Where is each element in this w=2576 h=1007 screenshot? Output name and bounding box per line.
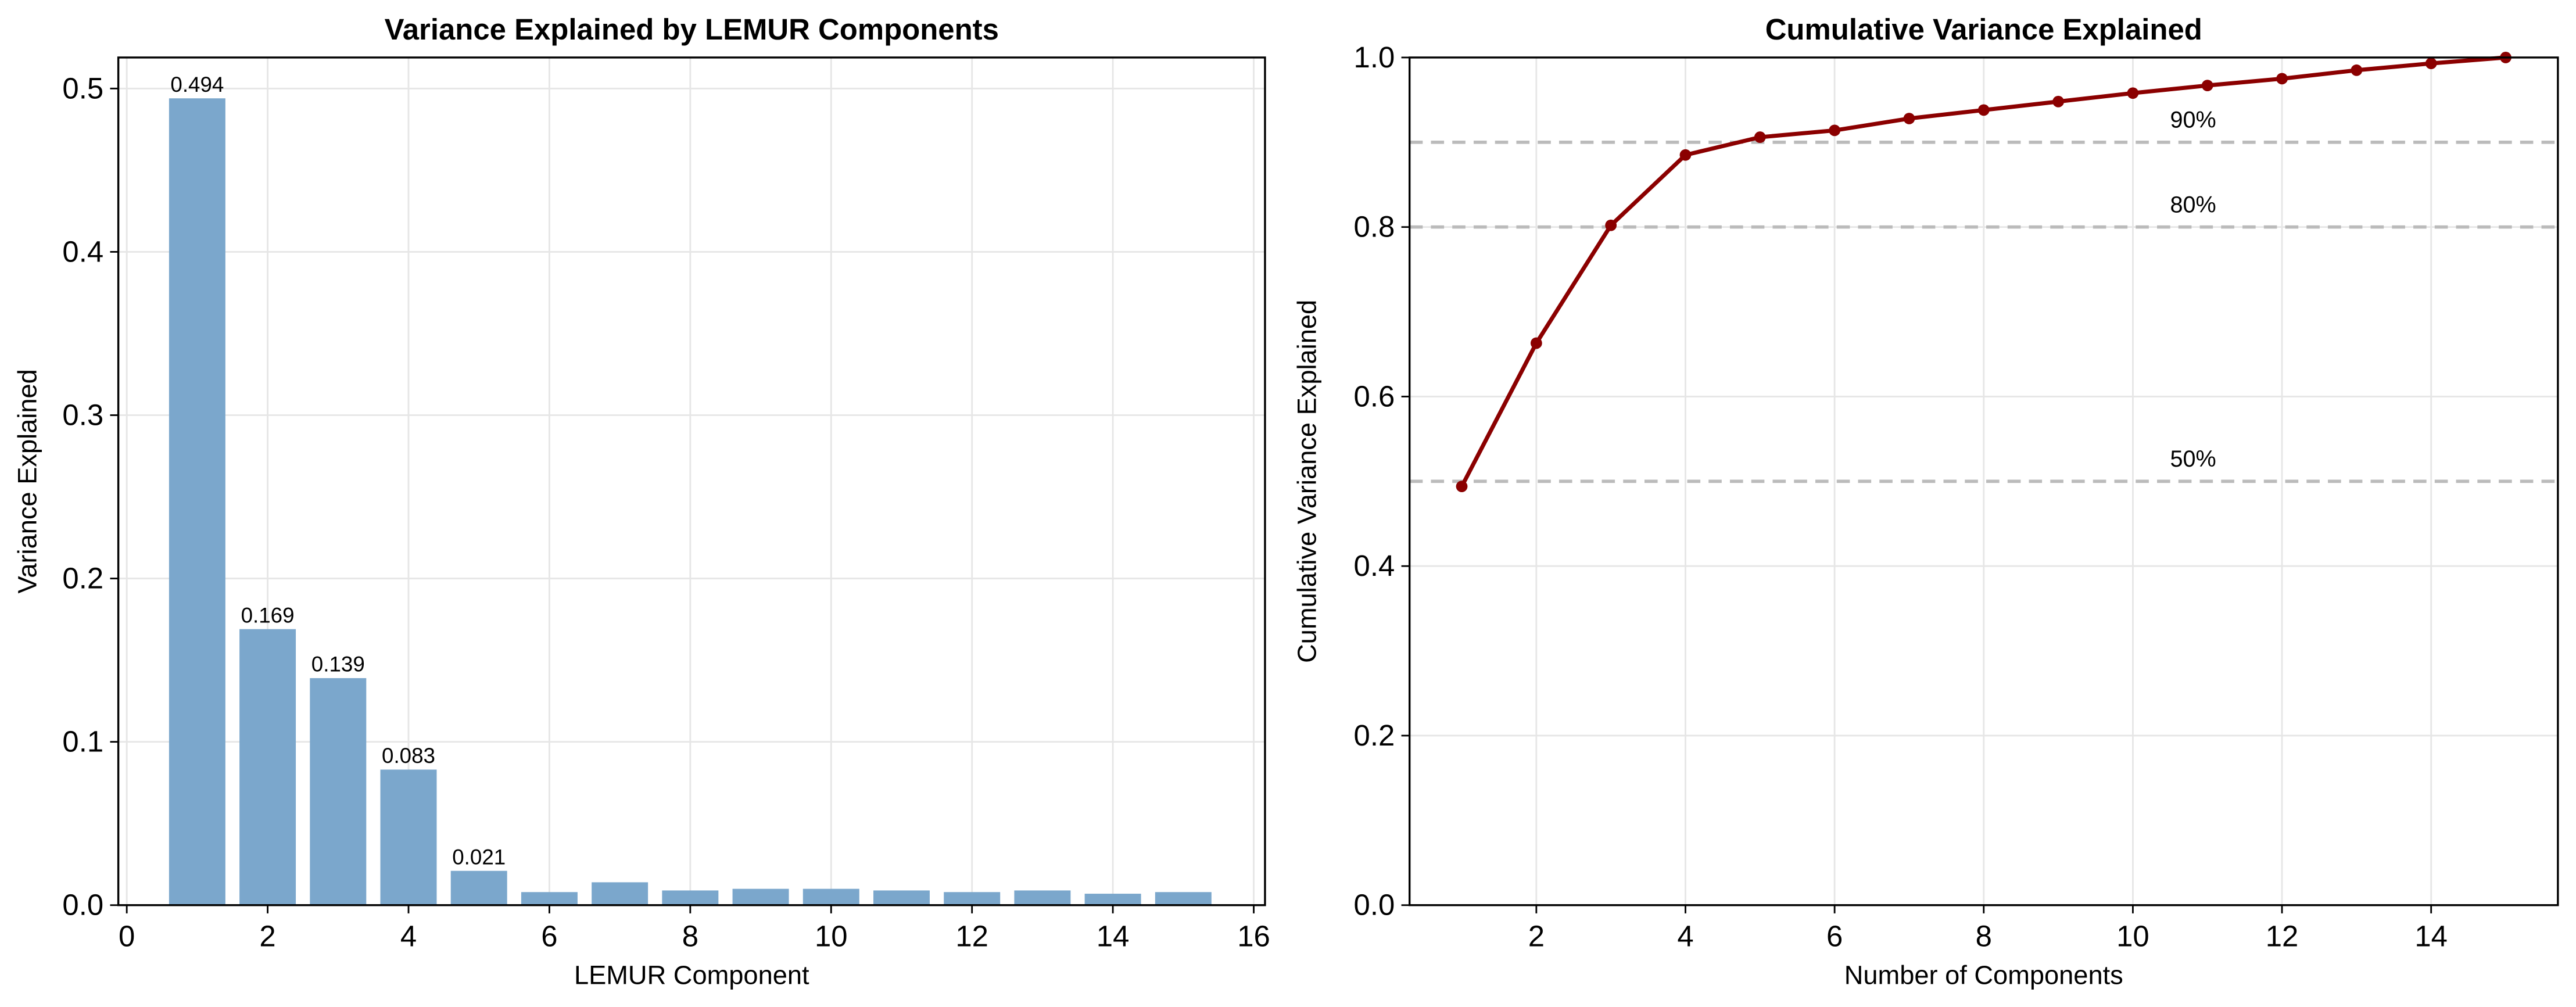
- bar: [1155, 892, 1212, 905]
- y-tick-label: 0.4: [1354, 549, 1395, 582]
- y-tick-label: 0.8: [1354, 210, 1395, 243]
- point: [2052, 95, 2064, 107]
- point: [2201, 80, 2213, 91]
- x-tick-label: 10: [815, 919, 848, 952]
- x-tick-label: 0: [119, 919, 135, 952]
- bar: [521, 892, 578, 905]
- y-tick-label: 0.1: [62, 725, 103, 758]
- x-tick-label: 12: [955, 919, 988, 952]
- point: [1977, 104, 1990, 116]
- bar: [239, 629, 296, 905]
- plot-frame: [117, 56, 1266, 906]
- x-tick-label: 2: [259, 919, 275, 952]
- reference-label: 90%: [2170, 107, 2216, 132]
- x-axis-label: Number of Components: [1844, 960, 2123, 990]
- x-tick-label: 4: [1677, 919, 1693, 952]
- x-tick-label: 12: [2266, 919, 2299, 952]
- x-tick-label: 10: [2116, 919, 2149, 952]
- value-label: 0.021: [452, 845, 506, 869]
- point: [1829, 124, 1841, 137]
- point: [1605, 219, 1617, 231]
- bar: [592, 882, 649, 905]
- x-tick-label: 14: [1097, 919, 1130, 952]
- bar: [944, 892, 1001, 905]
- x-axis-label: LEMUR Component: [574, 960, 809, 990]
- x-tick-label: 4: [400, 919, 417, 952]
- y-axis-label: Variance Explained: [12, 369, 42, 593]
- x-tick-label: 16: [1237, 919, 1270, 952]
- y-tick-label: 1.0: [1354, 41, 1395, 74]
- bar: [380, 769, 437, 905]
- bar: [802, 888, 859, 905]
- y-tick-label: 0.6: [1354, 379, 1395, 413]
- bar: [1084, 894, 1141, 905]
- y-tick-label: 0.0: [1354, 888, 1395, 922]
- y-tick-label: 0.3: [62, 398, 103, 431]
- y-tick-label: 0.4: [62, 235, 103, 268]
- y-tick-label: 0.2: [1354, 719, 1395, 752]
- y-axis-label: Cumulative Variance Explained: [1292, 300, 1322, 663]
- point: [1530, 337, 1542, 349]
- value-label: 0.139: [311, 653, 365, 676]
- bar: [310, 678, 367, 905]
- bar: [873, 890, 930, 905]
- bar: [1014, 890, 1071, 905]
- x-tick-label: 6: [1826, 919, 1843, 952]
- value-label: 0.083: [382, 744, 435, 768]
- chart-title: Variance Explained by LEMUR Components: [385, 13, 999, 46]
- point: [1679, 149, 1692, 161]
- plot-frame: [1409, 56, 2559, 906]
- y-tick-label: 0.0: [62, 888, 103, 922]
- x-tick-label: 8: [682, 919, 698, 952]
- x-tick-label: 2: [1528, 919, 1545, 952]
- point: [2276, 73, 2288, 85]
- reference-label: 80%: [2170, 192, 2216, 217]
- point: [1456, 481, 1468, 492]
- value-label: 0.169: [241, 603, 295, 627]
- point: [2127, 87, 2139, 99]
- value-label: 0.494: [170, 73, 224, 96]
- chart-title: Cumulative Variance Explained: [1765, 13, 2202, 46]
- x-tick-label: 8: [1976, 919, 1992, 952]
- y-tick-label: 0.5: [62, 71, 103, 105]
- bar: [662, 890, 719, 905]
- x-tick-label: 14: [2414, 919, 2448, 952]
- x-tick-label: 6: [541, 919, 557, 952]
- reference-label: 50%: [2170, 446, 2216, 472]
- bar: [169, 98, 225, 905]
- bar: [450, 870, 507, 905]
- y-tick-label: 0.2: [62, 562, 103, 595]
- point: [2351, 64, 2363, 76]
- bar: [732, 888, 789, 905]
- point: [2425, 58, 2437, 70]
- point: [1903, 113, 1915, 124]
- point: [1754, 131, 1766, 143]
